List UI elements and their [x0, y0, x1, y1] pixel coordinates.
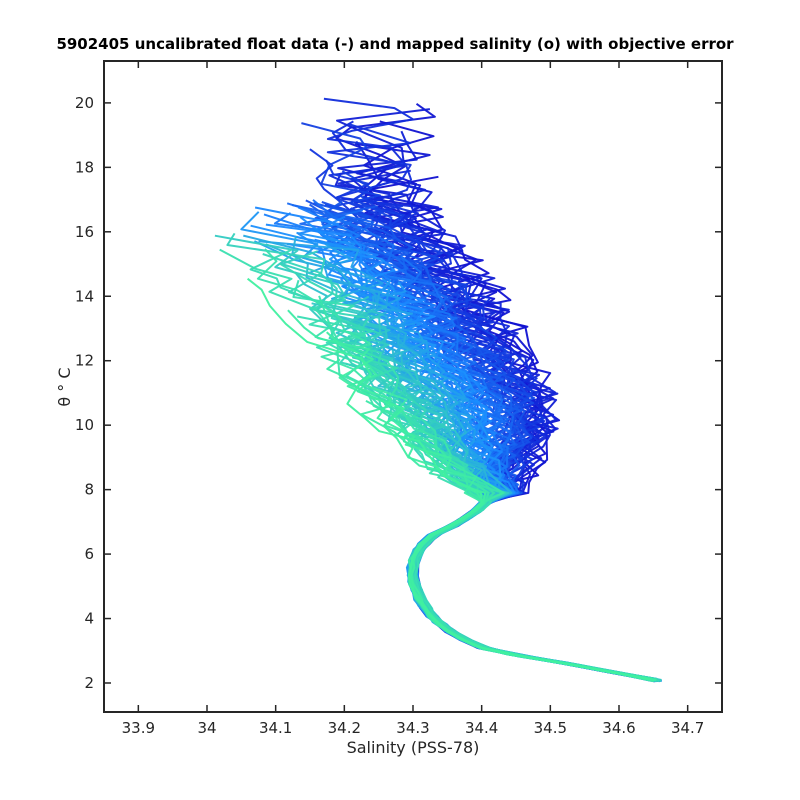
x-tick-label: 34.1 [259, 719, 292, 737]
chart-title: 5902405 uncalibrated float data (-) and … [56, 35, 734, 53]
y-tick-label: 4 [84, 610, 94, 628]
y-tick-label: 10 [75, 416, 94, 434]
y-tick-label: 14 [75, 287, 94, 305]
x-tick-label: 34 [197, 719, 216, 737]
x-tick-label: 34.2 [328, 719, 361, 737]
y-tick-label: 2 [84, 674, 94, 692]
x-tick-label: 34.6 [602, 719, 635, 737]
y-tick-label: 16 [75, 223, 94, 241]
x-tick-label: 34.4 [465, 719, 498, 737]
profile-lines [214, 97, 662, 683]
plot-area: 33.9 34 34.1 34.2 34.3 34.4 34.5 34.6 34.7 2 4 6 8 1… [75, 60, 723, 737]
x-tick-label: 34.5 [534, 719, 567, 737]
profile-line [246, 277, 651, 681]
y-axis-ticks: 2 4 6 8 10 12 14 16 18 20 [75, 94, 722, 692]
y-tick-label: 12 [75, 352, 94, 370]
y-tick-label: 18 [75, 158, 94, 176]
y-tick-label: 20 [75, 94, 94, 112]
x-tick-label: 34.7 [671, 719, 704, 737]
y-tick-label: 8 [84, 481, 94, 499]
y-axis-label: θ ° C [55, 367, 74, 406]
x-tick-label: 34.3 [396, 719, 429, 737]
x-tick-label: 33.9 [122, 719, 155, 737]
y-tick-label: 6 [84, 545, 94, 563]
x-axis-ticks: 33.9 34 34.1 34.2 34.3 34.4 34.5 34.6 34.7 [122, 61, 704, 737]
x-axis-label: Salinity (PSS-78) [347, 738, 480, 757]
